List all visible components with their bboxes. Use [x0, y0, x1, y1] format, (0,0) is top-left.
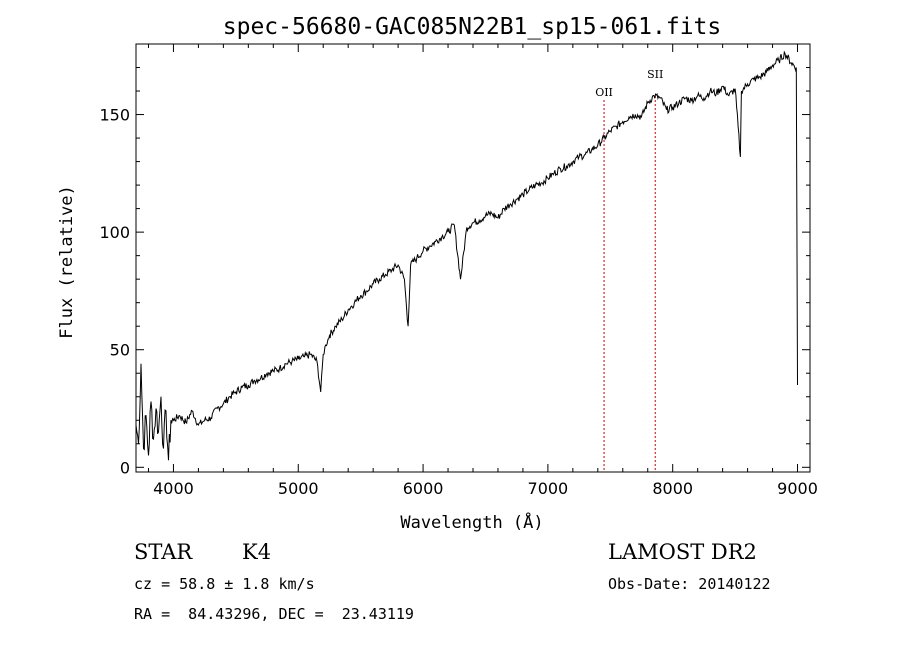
coordinates: RA = 84.43296, DEC = 23.43119: [134, 605, 414, 623]
x-axis-ticks: 4000 5000 6000 7000 8000 9000: [147, 44, 818, 498]
x-axis-label: Wavelength (Å): [400, 511, 543, 533]
y-tick-label: 100: [99, 223, 130, 242]
reference-label-sii: SII: [647, 68, 663, 81]
y-tick-label: 150: [99, 106, 130, 125]
plot-frame: [135, 43, 811, 473]
redshift-velocity: cz = 58.8 ± 1.8 km/s: [134, 575, 315, 593]
x-tick-label: 7000: [528, 479, 569, 498]
x-tick-label: 6000: [403, 479, 444, 498]
object-type: STAR: [134, 540, 193, 564]
chart-title: spec-56680-GAC085N22B1_sp15-061.fits: [223, 14, 722, 40]
x-tick-label: 4000: [153, 479, 194, 498]
x-tick-label: 9000: [777, 479, 818, 498]
object-subclass: K4: [242, 540, 271, 564]
x-tick-label: 5000: [278, 479, 319, 498]
reference-lines: OII SII: [595, 68, 663, 472]
y-axis-label: Flux (relative): [57, 185, 77, 339]
y-tick-label: 50: [110, 341, 130, 360]
spectrum-line: [135, 50, 798, 461]
x-tick-label: 8000: [652, 479, 693, 498]
y-axis-ticks: 0 50 100 150: [99, 67, 810, 477]
reference-label-oii: OII: [595, 86, 613, 99]
y-tick-label: 0: [120, 458, 130, 477]
survey-name: LAMOST DR2: [608, 540, 757, 564]
observation-date: Obs-Date: 20140122: [608, 575, 771, 593]
